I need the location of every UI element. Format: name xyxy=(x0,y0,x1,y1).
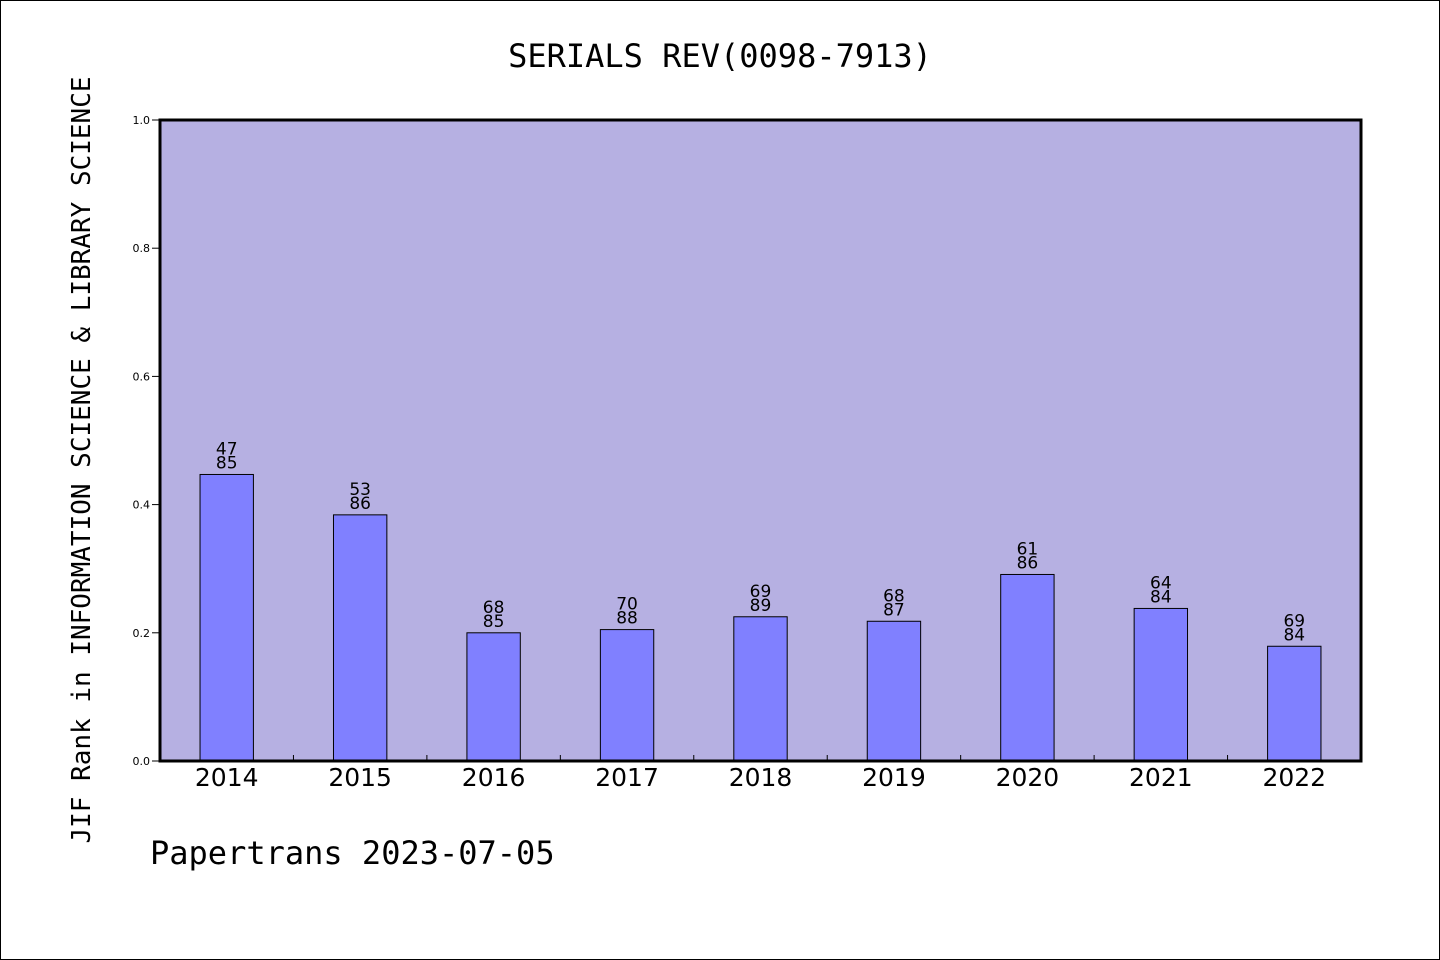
y-tick-label: 1.0 xyxy=(133,114,151,127)
bar-label-total: 88 xyxy=(616,609,638,629)
bar-label-rank: 69 xyxy=(1283,611,1305,631)
bar-label-total: 87 xyxy=(883,600,905,620)
x-tick-label: 2022 xyxy=(1262,763,1326,792)
y-tick-label: 0.0 xyxy=(133,755,151,768)
bar-label-total: 84 xyxy=(1150,587,1172,607)
x-tick-label: 2018 xyxy=(729,763,793,792)
y-tick-label: 0.6 xyxy=(133,370,151,383)
bar-2018 xyxy=(733,616,788,762)
bar-2015 xyxy=(332,514,388,762)
bar-label-rank: 68 xyxy=(883,586,905,606)
bar-label-rank: 68 xyxy=(483,598,505,618)
x-tick-label: 2020 xyxy=(996,763,1060,792)
bar-2022 xyxy=(1267,645,1322,762)
bar-label-rank: 64 xyxy=(1150,573,1172,593)
bar-2021 xyxy=(1133,607,1189,762)
plot-border xyxy=(158,118,1363,763)
bar-label-total: 85 xyxy=(216,453,238,473)
x-tick-label: 2015 xyxy=(328,763,392,792)
bar-2019 xyxy=(866,620,922,762)
bar-label-total: 84 xyxy=(1283,625,1305,645)
footer-text: Papertrans 2023-07-05 xyxy=(150,834,555,872)
bar-2020 xyxy=(1000,573,1055,762)
bar-label-rank: 47 xyxy=(216,439,238,459)
bar-label-rank: 61 xyxy=(1017,539,1039,559)
y-tick-label: 0.2 xyxy=(133,627,151,640)
x-tick-label: 2014 xyxy=(195,763,259,792)
y-tick-label: 0.8 xyxy=(133,242,151,255)
x-tick-label: 2016 xyxy=(462,763,526,792)
bar-label-total: 86 xyxy=(349,494,371,514)
x-tick-label: 2019 xyxy=(862,763,926,792)
chart-title: SERIALS REV(0098-7913) xyxy=(508,37,932,75)
bar-label-total: 85 xyxy=(483,612,505,632)
x-tick-label: 2021 xyxy=(1129,763,1193,792)
bar-label-rank: 69 xyxy=(750,582,772,602)
bar-label-total: 89 xyxy=(750,596,772,616)
bar-label-rank: 53 xyxy=(349,480,371,500)
bar-label-total: 86 xyxy=(1017,553,1039,573)
bar-2017 xyxy=(599,629,655,762)
bar-label-rank: 70 xyxy=(616,595,638,615)
y-axis-label: JIF Rank in INFORMATION SCIENCE & LIBRAR… xyxy=(67,76,97,843)
y-tick-label: 0.4 xyxy=(133,499,151,512)
bar-2014 xyxy=(199,473,254,762)
x-tick-label: 2017 xyxy=(595,763,659,792)
bar-2016 xyxy=(466,632,521,762)
bars-layer xyxy=(199,473,1322,762)
x-axis-ticks: 2014 2015 2016 2017 2018 2019 2020 2021 2022 xyxy=(195,755,1326,792)
y-axis-ticks: 0.0 0.2 0.4 0.6 0.8 1.0 xyxy=(133,114,160,768)
